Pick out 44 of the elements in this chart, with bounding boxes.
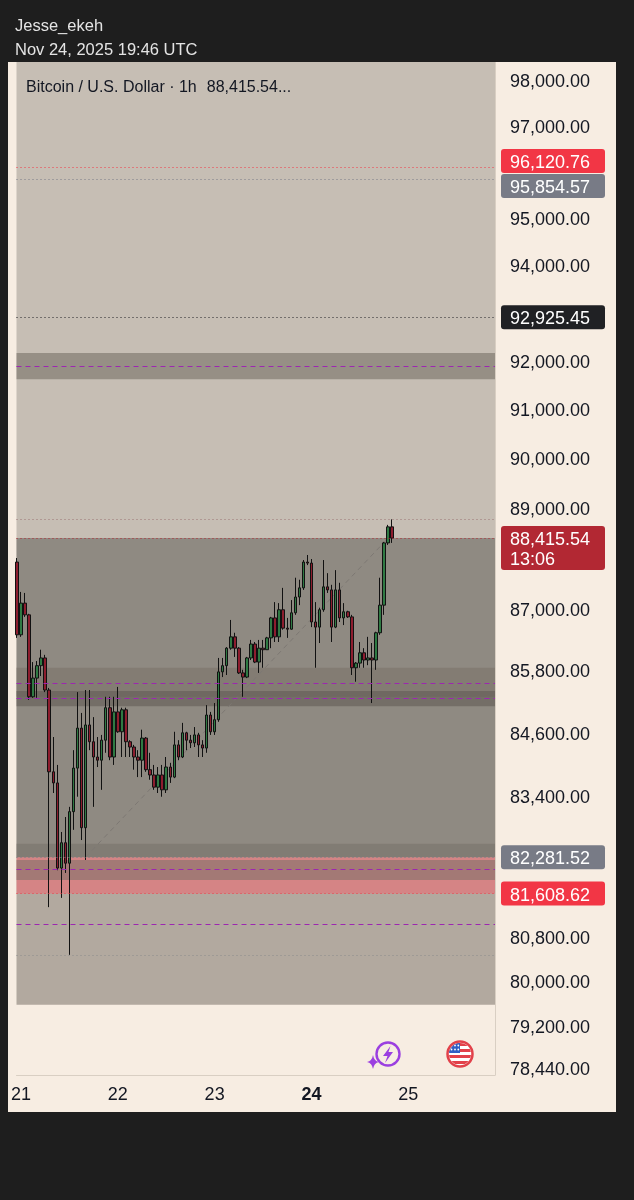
text: Bitcoin / U.S. Dollar · 1h (26, 78, 197, 95)
ref-line-label: 95,854.57 (510, 177, 591, 197)
ref-line-label: 82,281.52 (510, 848, 591, 869)
text: 88,415.54... (206, 78, 292, 95)
candlestick (15, 557, 19, 639)
y-tick-label: 92,000.00 (510, 351, 591, 372)
candlestick (173, 731, 176, 779)
candlestick (108, 696, 112, 761)
y-tick-label: 91,000.00 (510, 400, 591, 421)
ref-line-label: 88,415.54 13:06 (510, 529, 591, 570)
candlestick (261, 639, 265, 669)
candlestick (140, 729, 144, 778)
ref-line-label: 96,120.76 (510, 152, 591, 172)
x-tick-label: 22 (107, 1084, 128, 1104)
candlestick (84, 689, 87, 861)
y-tick-label: 83,400.00 (510, 787, 591, 808)
y-tick-label: 95,000.00 (510, 209, 591, 230)
candlestick (205, 704, 208, 754)
candlestick (156, 766, 160, 794)
y-tick-label: 85,800.00 (510, 661, 591, 682)
candlestick (164, 756, 168, 794)
candlestick (124, 707, 128, 758)
text: Nov 24, 2025 19:46 UTC (15, 39, 198, 60)
y-tick-label: 80,800.00 (510, 927, 591, 948)
ref-line-label: 92,925.45 (510, 308, 591, 329)
x-tick-label: 24 (301, 1084, 322, 1104)
text: Jesse_ekeh (15, 15, 105, 36)
x-tick-label: 23 (204, 1084, 225, 1104)
x-tick-label: 21 (11, 1084, 32, 1104)
y-tick-label: 89,000.00 (510, 498, 591, 519)
y-tick-label: 78,440.00 (510, 1059, 591, 1080)
y-tick-label: 84,600.00 (510, 723, 591, 744)
y-tick-label: 80,000.00 (510, 971, 591, 992)
x-tick-label: 25 (398, 1084, 419, 1104)
y-tick-label: 79,200.00 (510, 1016, 591, 1037)
candlestick (181, 722, 184, 759)
y-tick-label: 97,000.00 (510, 116, 591, 137)
y-tick-label: 90,000.00 (510, 449, 591, 470)
y-tick-label: 94,000.00 (510, 256, 591, 277)
candlestick (257, 639, 261, 674)
candlestick (390, 518, 394, 544)
y-tick-label: 98,000.00 (510, 71, 591, 92)
y-tick-label: 87,000.00 (510, 599, 591, 620)
ref-line-label: 81,608.62 (510, 884, 591, 905)
